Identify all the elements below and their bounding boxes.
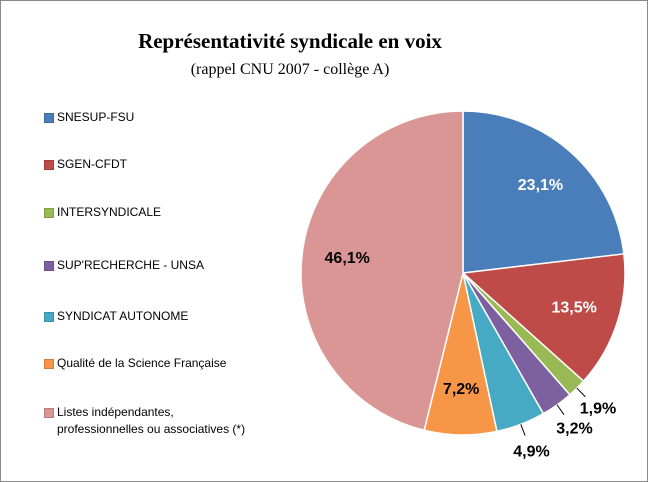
pie-slice [462,110,625,274]
chart-title: Représentativité syndicale en voix [138,29,442,53]
data-label: 4,9% [513,444,549,461]
data-label: 13,5% [552,299,597,316]
legend-label: SYNDICAT AUTONOME [57,309,189,323]
legend-label: SUP'RECHERCHE - UNSA [57,258,204,272]
data-label: 46,1% [325,250,370,267]
leader-line [556,404,565,415]
pie-slice [300,110,464,432]
legend-item: SYNDICAT AUTONOME [44,308,324,325]
legend-item: SUP'RECHERCHE - UNSA [44,257,324,274]
data-label: 23,1% [518,177,563,194]
legend-item: SNESUP-FSU [44,109,324,126]
leader-line [576,387,586,398]
pie-slice [461,253,626,383]
legend-label: Listes indépendantes, professionnelles o… [57,405,246,436]
legend-swatch [44,113,54,123]
legend-swatch [44,208,54,218]
legend-label: SNESUP-FSU [57,110,135,124]
legend-item: Listes indépendantes, professionnelles o… [44,404,324,438]
data-label: 7,2% [443,381,479,398]
legend-label: SGEN-CFDT [57,157,127,171]
legend-swatch [44,312,54,322]
chart-subtitle: (rappel CNU 2007 - collège A) [191,61,390,78]
legend-item: Qualité de la Science Française [44,355,324,372]
legend-swatch [44,261,54,271]
data-label: 1,9% [580,401,616,418]
legend-item: INTERSYNDICALE [44,204,324,221]
legend-label: INTERSYNDICALE [57,205,162,219]
legend-swatch [44,408,54,418]
legend-item: SGEN-CFDT [44,156,324,173]
legend-label: Qualité de la Science Française [57,356,227,370]
legend-swatch [44,160,54,170]
leader-line [520,424,526,436]
legend-swatch [44,359,54,369]
data-label: 3,2% [556,421,592,438]
